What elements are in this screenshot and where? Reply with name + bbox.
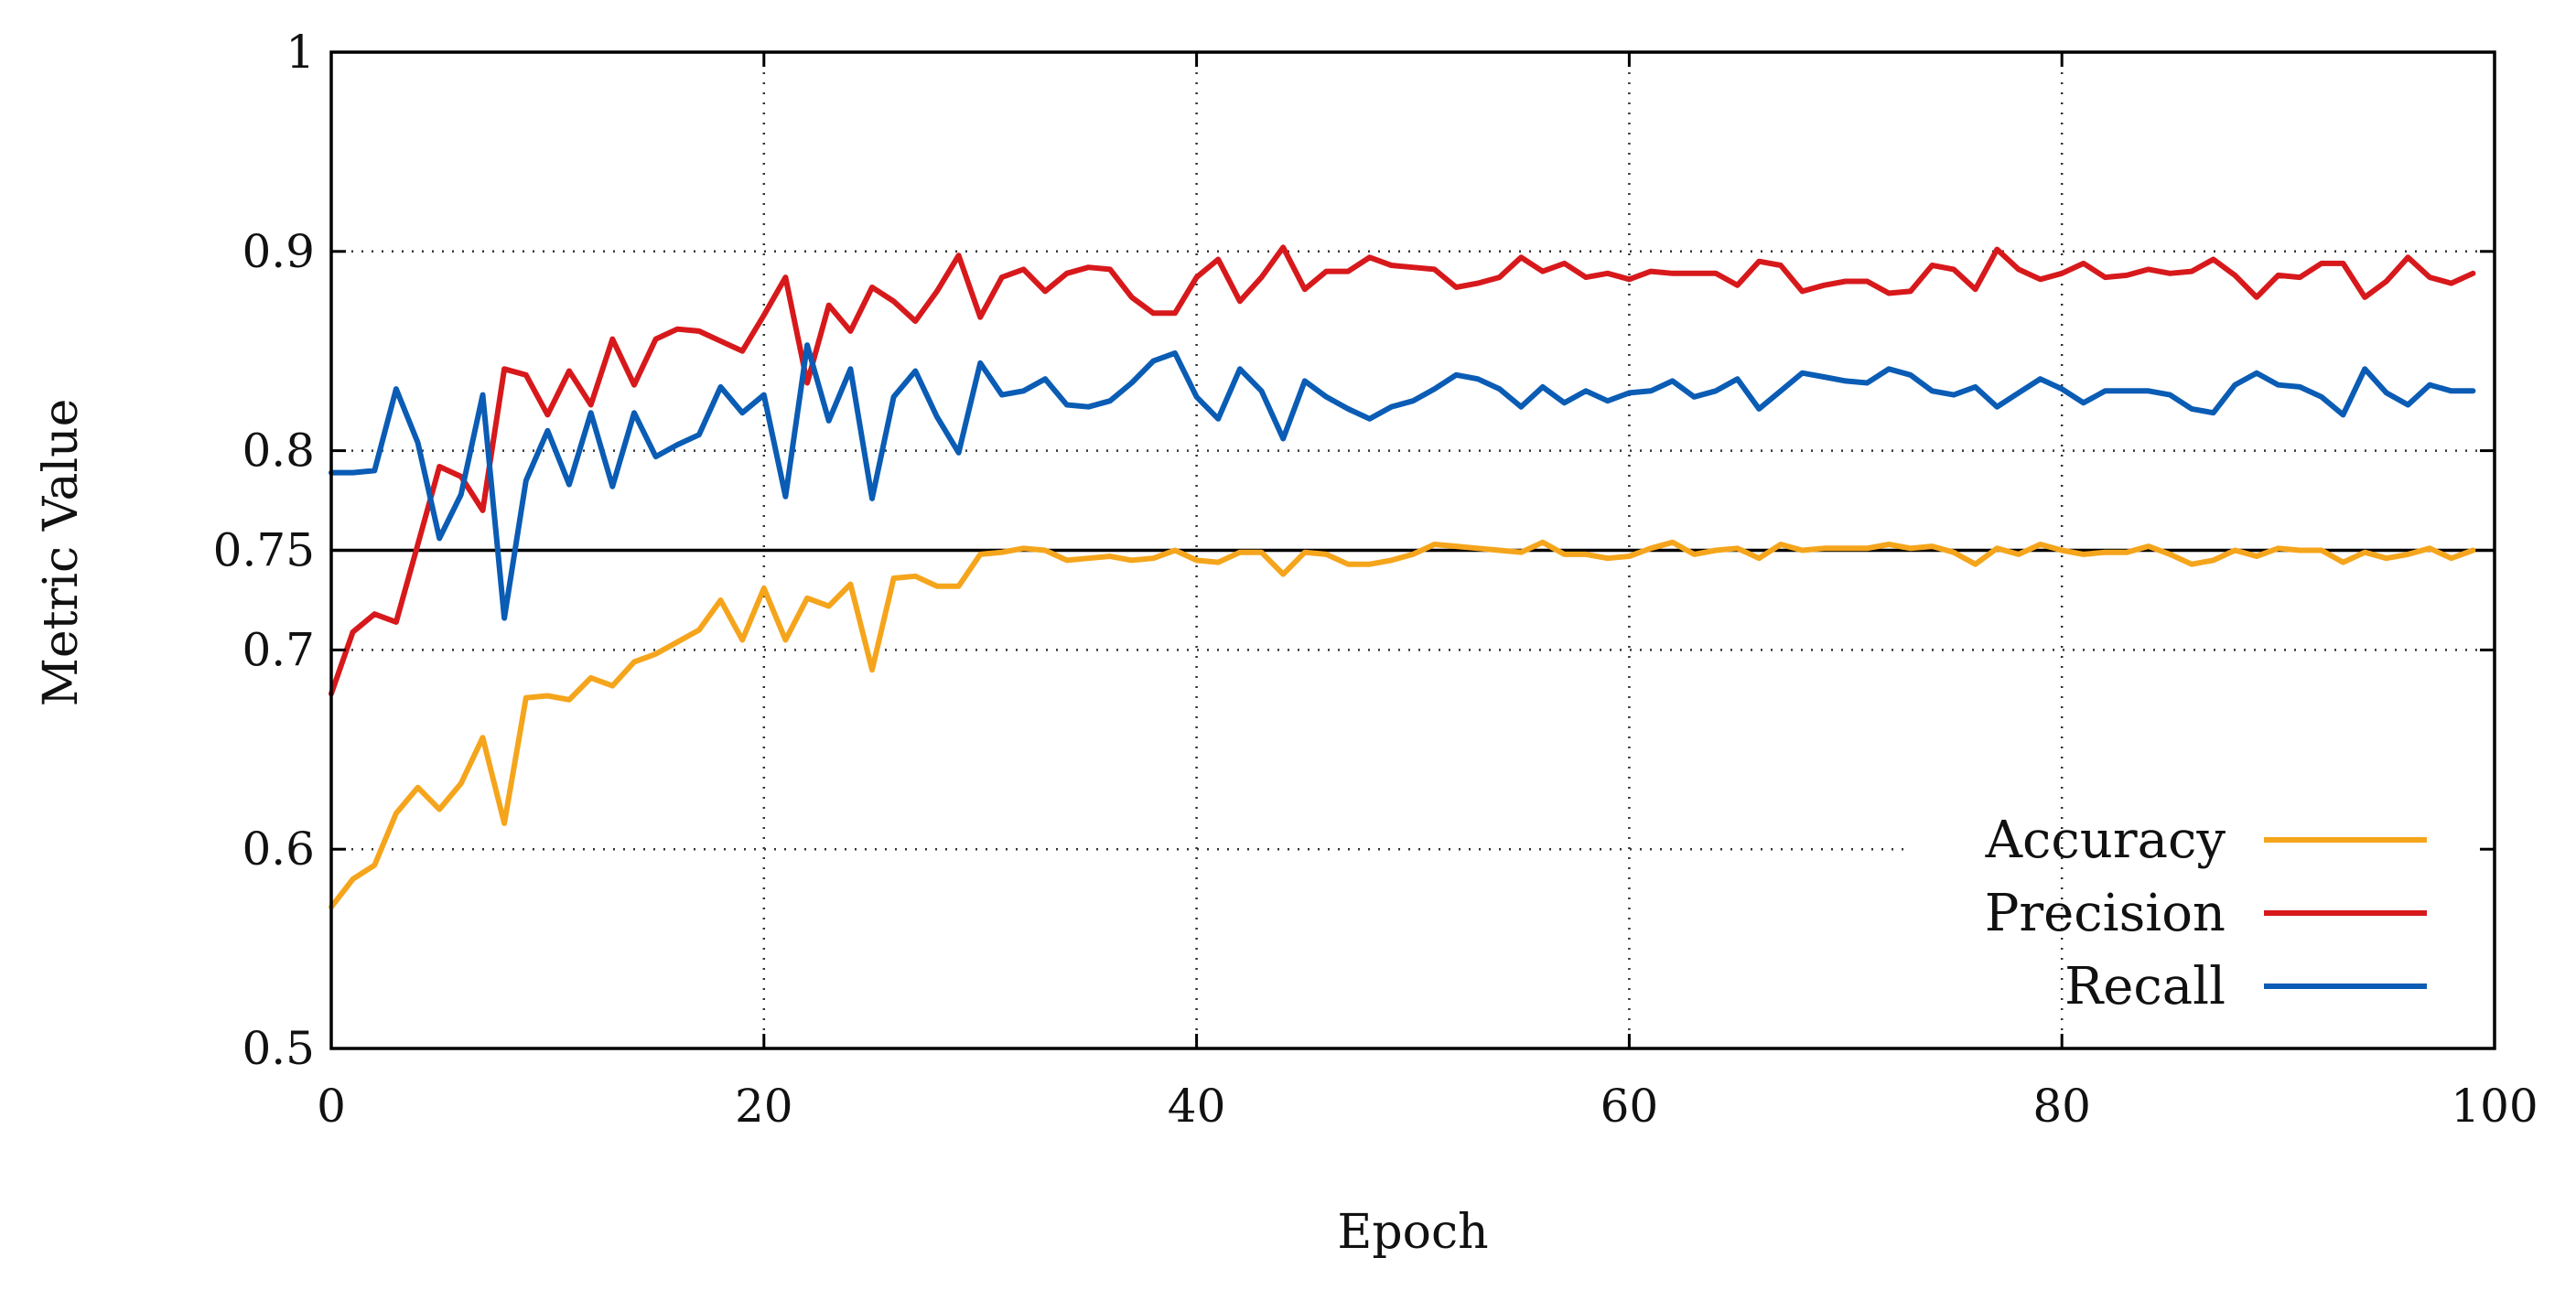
y-tick-label: 0.8 xyxy=(242,425,315,478)
legend-label-accuracy: Accuracy xyxy=(1985,811,2226,870)
y-tick-label: 0.7 xyxy=(242,623,315,676)
legend-label-recall: Recall xyxy=(2064,957,2226,1016)
grid-layer xyxy=(331,52,2495,1048)
x-tick-label: 0 xyxy=(317,1080,346,1133)
y-tick-label: 1 xyxy=(286,26,315,79)
series-recall xyxy=(329,342,2476,621)
legend: Accuracy Precision Recall xyxy=(1985,811,2427,1016)
series-precision xyxy=(329,244,2476,697)
x-tick-label: 40 xyxy=(1168,1080,1226,1133)
x-axis-title: Epoch xyxy=(1337,1205,1488,1260)
legend-label-precision: Precision xyxy=(1985,884,2226,943)
y-axis-title: Metric Value xyxy=(34,399,89,707)
y-tick-label: 0.9 xyxy=(242,225,315,278)
series-line-precision xyxy=(329,244,2476,697)
series-line-recall xyxy=(329,342,2476,621)
series-layer xyxy=(329,244,2476,910)
x-tick-label: 80 xyxy=(2032,1080,2091,1133)
x-tick-label: 20 xyxy=(735,1080,793,1133)
y-tick-label: 0.5 xyxy=(242,1022,315,1075)
series-accuracy xyxy=(329,539,2476,910)
y-tick-label: 0.6 xyxy=(242,822,315,876)
y-tick-label: 0.75 xyxy=(213,524,315,577)
x-tick-label: 60 xyxy=(1601,1080,1659,1133)
tick-layer: 0.5 0.6 0.7 0.75 0.8 0.9 1 0 20 40 60 80 100 xyxy=(213,26,2538,1133)
x-tick-label: 100 xyxy=(2451,1080,2538,1133)
series-line-accuracy xyxy=(329,539,2476,910)
